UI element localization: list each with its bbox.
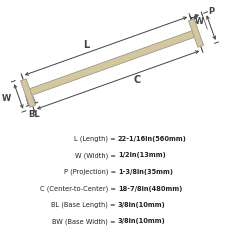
Text: 3/8in(10mm): 3/8in(10mm) (118, 202, 166, 208)
Polygon shape (189, 19, 203, 47)
Text: BW: BW (190, 17, 205, 26)
Text: BL (Base Length) =: BL (Base Length) = (51, 202, 118, 208)
Text: P (Projection) =: P (Projection) = (64, 169, 118, 175)
Text: BW (Base Width) =: BW (Base Width) = (52, 218, 118, 225)
Text: W: W (2, 94, 11, 103)
Text: C (Center-to-Center) =: C (Center-to-Center) = (40, 185, 118, 192)
Text: BL: BL (28, 110, 40, 119)
Text: 22-1/16in(560mm): 22-1/16in(560mm) (118, 136, 187, 142)
Text: C: C (133, 75, 140, 84)
Text: 18-7/8in(480mm): 18-7/8in(480mm) (118, 185, 182, 191)
Text: L (Length) =: L (Length) = (74, 136, 118, 142)
Text: 1-3/8in(35mm): 1-3/8in(35mm) (118, 169, 173, 175)
Text: W (Width) =: W (Width) = (75, 152, 118, 159)
Text: 3/8in(10mm): 3/8in(10mm) (118, 219, 166, 224)
Polygon shape (27, 30, 197, 96)
Polygon shape (21, 79, 36, 107)
Text: L: L (83, 39, 90, 50)
Text: 1/2in(13mm): 1/2in(13mm) (118, 152, 166, 159)
Text: P: P (208, 7, 214, 16)
